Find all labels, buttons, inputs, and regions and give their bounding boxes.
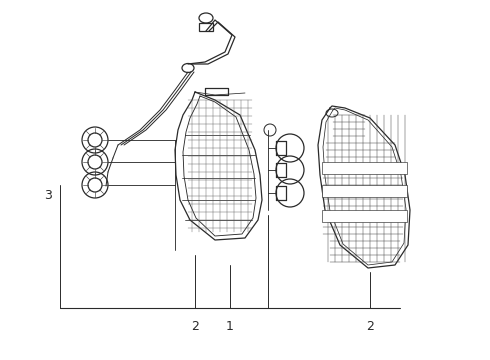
FancyBboxPatch shape [322, 210, 407, 222]
FancyBboxPatch shape [322, 185, 407, 197]
Text: 3: 3 [44, 189, 52, 202]
Text: 1: 1 [226, 320, 234, 333]
Text: 2: 2 [366, 320, 374, 333]
FancyBboxPatch shape [322, 162, 407, 174]
Text: 2: 2 [191, 320, 199, 333]
